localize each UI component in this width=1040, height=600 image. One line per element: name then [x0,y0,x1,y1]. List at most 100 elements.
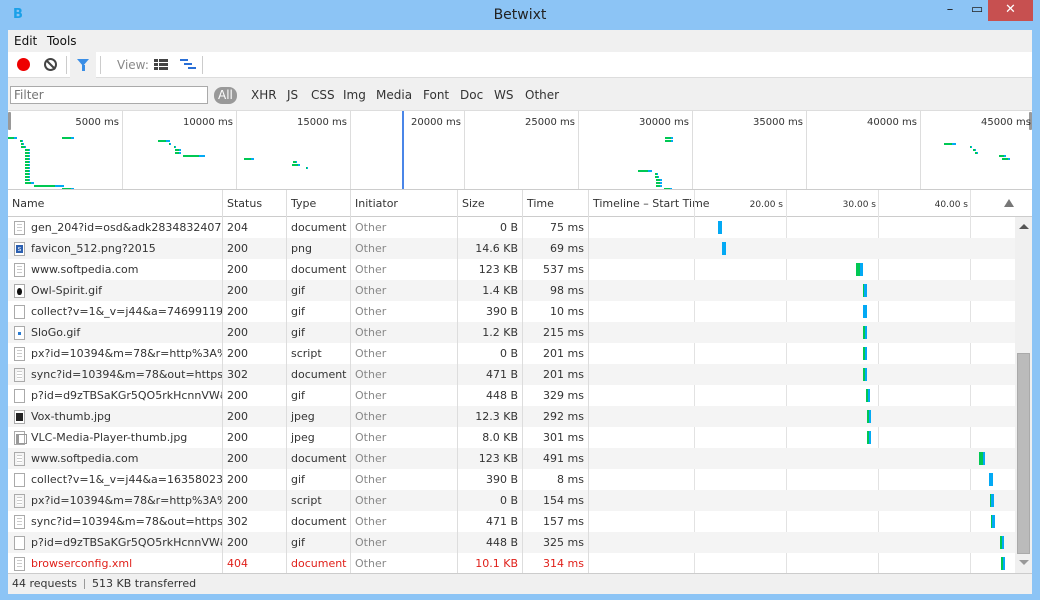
table-row[interactable]: www.softpedia.com 200 document Other 123 KB 5… [8,259,1015,280]
request-timeline [589,280,1015,301]
minimize-button[interactable]: – [946,2,954,17]
table-row[interactable]: gen_204?id=osd&adk2834832407=... 204 docum… [8,217,1015,238]
overview-right-handle[interactable] [1029,112,1032,130]
overview-request-bar [174,149,181,151]
column-header-initiator[interactable]: Initiator [351,190,458,217]
table-row[interactable]: sync?id=10394&m=78&out=https://...302doc… [8,511,1015,532]
table-row[interactable]: collect?v=1&_v=j44&a=1635802364...200gif… [8,469,1015,490]
overview-tick-label: 30000 ms [639,117,689,128]
request-timeline [589,427,1015,448]
column-header-type[interactable]: Type [287,190,351,217]
table-row[interactable]: SloGo.gif 200 gif Other 1.2 KB 215 ms [8,322,1015,343]
filter-input[interactable] [10,86,208,104]
timeline-bar [863,368,867,381]
request-initiator: Other [351,406,458,427]
filter-chip-all[interactable]: All [214,87,237,104]
request-name-text: VLC-Media-Player-thumb.jpg [31,431,188,444]
filter-toggle-button[interactable] [70,52,96,78]
overview-request-bar [25,164,31,166]
overview-gridline [122,111,123,189]
request-time: 75 ms [523,217,589,238]
timeline-bar [866,389,870,402]
column-header-status[interactable]: Status [223,190,287,217]
request-name-text: favicon_512.png?2015 [31,242,156,255]
table-row[interactable]: collect?v=1&_v=j44&a=746991199... 200 gif O… [8,301,1015,322]
vertical-scrollbar[interactable] [1015,217,1032,573]
table-row[interactable]: px?id=10394&m=78&r=http%3A%2...200script… [8,490,1015,511]
table-row[interactable]: px?id=10394&m=78&r=http%3A%2...200script… [8,343,1015,364]
scroll-up-arrow-icon[interactable] [1019,224,1029,229]
request-name: VLC-Media-Player-thumb.jpg [8,427,223,448]
filter-chip-css[interactable]: CSS [311,88,335,102]
request-timeline [589,511,1015,532]
request-timeline [589,385,1015,406]
scrollbar-thumb[interactable] [1017,353,1030,554]
request-timeline [589,238,1015,259]
maximize-button[interactable]: ▭ [970,2,984,17]
filter-chip-other[interactable]: Other [525,88,560,102]
request-time: 292 ms [523,406,589,427]
table-row[interactable]: VLC-Media-Player-thumb.jpg 200 jpeg Other 8.… [8,427,1015,448]
column-header-time[interactable]: Time [523,190,589,217]
overview-request-bar [25,179,31,181]
waterfall-view-icon[interactable] [180,59,196,70]
sort-ascending-icon[interactable] [1004,199,1014,207]
filter-chip-doc[interactable]: Doc [460,88,484,102]
request-size: 390 B [458,469,523,490]
table-row[interactable]: p?id=d9zTBSaKGr5QO5rkHcnnVW&l... 200 gif Ot… [8,532,1015,553]
filter-chip-ws[interactable]: WS [494,88,514,102]
timeline-overview[interactable]: 5000 ms 10000 ms 15000 ms 20000 ms 25000 ms 3… [8,110,1032,190]
table-row[interactable]: browserconfig.xml 404 document Other 10.1 KB… [8,553,1015,574]
table-row[interactable]: Vox-thumb.jpg 200 jpeg Other 12.3 KB 292 ms [8,406,1015,427]
request-name: sync?id=10394&m=78&out=https://... [8,511,223,532]
close-button[interactable]: ✕ [988,0,1033,21]
overview-left-handle[interactable] [8,112,11,130]
large-rows-view-icon[interactable] [154,59,168,70]
filter-chip-media[interactable]: Media [376,88,413,102]
filter-chip-js[interactable]: JS [287,88,299,102]
scroll-down-arrow-icon[interactable] [1019,560,1029,565]
request-initiator: Other [351,259,458,280]
column-header-name[interactable]: Name [8,190,223,217]
menu-tools[interactable]: Tools [47,34,77,48]
title-bar: B Betwixt – ▭ ✕ [0,0,1040,30]
table-row[interactable]: p?id=d9zTBSaKGr5QO5rkHcnnVW&l... 200 gif Ot… [8,385,1015,406]
request-timeline [589,469,1015,490]
filter-chip-img[interactable]: Img [343,88,366,102]
request-status: 204 [223,217,287,238]
overview-request-bar [637,170,652,172]
toolbar: View: [8,52,1032,78]
table-row[interactable]: sync?id=10394&m=78&out=https://...302doc… [8,364,1015,385]
overview-request-bar [25,161,31,163]
timeline-bar [863,347,867,360]
request-name: p?id=d9zTBSaKGr5QO5rkHcnnVW&l... [8,385,223,406]
clear-button[interactable] [44,58,57,71]
menu-edit[interactable]: Edit [14,34,38,48]
request-name-text: collect?v=1&_v=j44&a=746991199... [31,305,223,318]
overview-tick-label: 40000 ms [867,117,917,128]
request-timeline [589,553,1015,574]
requests-list: gen_204?id=osd&adk2834832407=... 204 docum… [8,217,1015,574]
request-name-text: p?id=d9zTBSaKGr5QO5rkHcnnVW&l... [31,389,223,402]
request-name: collect?v=1&_v=j44&a=1635802364... [8,469,223,490]
overview-request-bar [974,152,978,154]
filter-chip-xhr[interactable]: XHR [251,88,277,102]
request-size: 14.6 KB [458,238,523,259]
request-name: Vox-thumb.jpg [8,406,223,427]
record-button[interactable] [17,58,30,71]
request-name-text: gen_204?id=osd&adk2834832407=... [31,221,223,234]
filter-chip-font[interactable]: Font [423,88,450,102]
request-status: 200 [223,301,287,322]
overview-request-bar [174,152,181,154]
column-header-size[interactable]: Size [458,190,523,217]
request-timeline [589,322,1015,343]
request-size: 448 B [458,532,523,553]
request-type: gif [287,280,351,301]
request-name-text: px?id=10394&m=78&r=http%3A%2... [31,347,222,360]
column-header-timeline[interactable]: Timeline – Start Time [593,197,710,210]
table-row[interactable]: Owl-Spirit.gif 200 gif Other 1.4 KB 98 ms [8,280,1015,301]
table-row[interactable]: www.softpedia.com 200 document Other 123 KB 4… [8,448,1015,469]
request-time: 301 ms [523,427,589,448]
request-type: document [287,448,351,469]
